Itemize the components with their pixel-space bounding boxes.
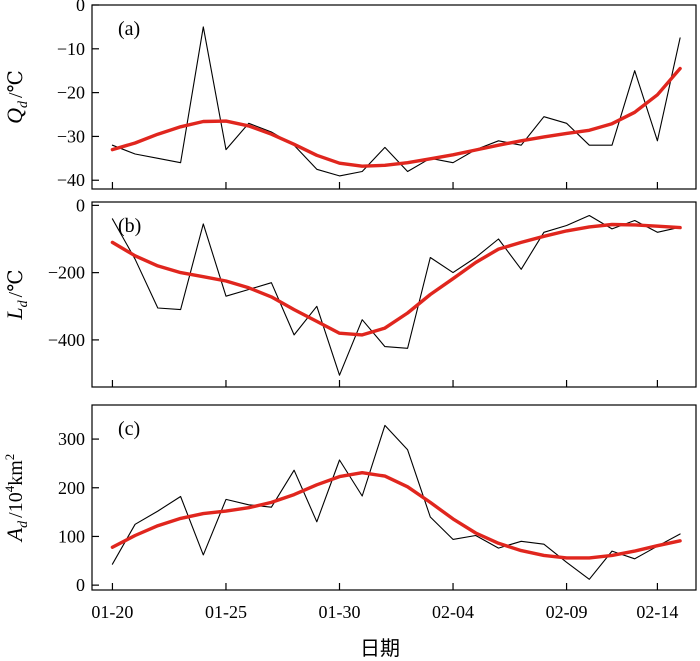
y-tick-label: −400	[48, 330, 85, 350]
y-axis-title-unit-2-superscript: 2	[2, 454, 17, 461]
y-tick-label: 0	[76, 0, 85, 15]
y-axis-title-symbol: Q	[2, 108, 27, 124]
raw-series-line	[111, 26, 681, 177]
y-axis-title-unit-2: km	[5, 460, 27, 486]
y-axis-title-subscript: d	[16, 299, 31, 307]
panel-frame	[91, 404, 697, 591]
smoothed-series-line	[110, 222, 682, 337]
chart-panels: 0 −10 −20 −30 −40 (a) Qd /℃ 0 −200 −400 (b) Ld /℃ 300 2…	[2, 0, 697, 595]
y-tick-label: −200	[48, 263, 85, 283]
x-axis-title: 日期	[360, 638, 400, 660]
y-tick-label: 300	[58, 429, 85, 449]
y-axis-title-unit: /℃	[5, 269, 27, 297]
panel-frame	[91, 4, 697, 190]
panel-label: (c)	[118, 418, 140, 440]
y-axis-title-symbol: A	[2, 527, 27, 543]
y-axis-title-symbol: L	[2, 307, 27, 320]
y-tick-label: 0	[76, 575, 85, 595]
y-tick-label: −10	[57, 39, 85, 59]
x-tick-label: 01-25	[205, 602, 247, 622]
smoothed-series-line	[110, 66, 682, 168]
shared-x-axis: 01-20 01-25 01-30 02-04 02-09 02-14	[91, 602, 678, 622]
y-tick-label: −20	[57, 83, 85, 103]
y-tick-label: 100	[58, 526, 85, 546]
raw-series-line	[111, 424, 681, 580]
y-tick-label: 200	[58, 478, 85, 498]
y-axis-title-subscript: d	[16, 520, 31, 528]
x-tick-label: 01-20	[91, 602, 133, 622]
y-tick-label: −40	[57, 170, 85, 190]
panel-3: 300 200 100 0 (c) Ad/104km2	[2, 404, 697, 595]
y-tick-label: 0	[76, 195, 85, 215]
panel-label: (a)	[118, 18, 140, 40]
y-axis-title-unit-superscript: 4	[2, 485, 17, 492]
x-tick-label: 02-14	[636, 602, 678, 622]
panel-frame	[91, 201, 697, 388]
panel-1: 0 −10 −20 −30 −40 (a) Qd /℃	[2, 0, 697, 190]
y-axis-title: Qd /℃	[2, 70, 31, 124]
x-tick-label: 02-04	[432, 602, 474, 622]
x-tick-label: 01-30	[319, 602, 361, 622]
panel-label: (b)	[118, 215, 141, 237]
smoothed-series-line	[110, 471, 682, 560]
y-axis-title-subscript: d	[16, 100, 31, 108]
y-axis-title-unit: /10	[5, 492, 27, 518]
x-tick-label: 02-09	[546, 602, 588, 622]
y-axis-title: Ld /℃	[2, 269, 31, 320]
panel-2: 0 −200 −400 (b) Ld /℃	[2, 195, 697, 388]
raw-series-line	[111, 214, 681, 376]
y-axis-title-unit: /℃	[5, 70, 27, 98]
y-axis-title: Ad/104km2	[2, 454, 31, 544]
y-tick-label: −30	[57, 126, 85, 146]
